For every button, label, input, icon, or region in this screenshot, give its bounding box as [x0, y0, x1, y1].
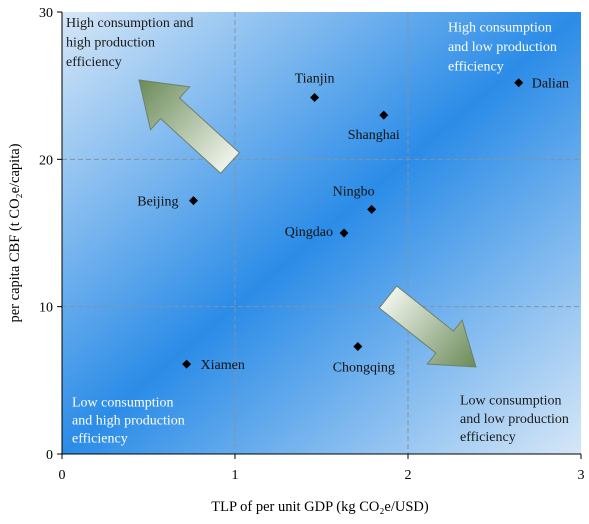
point-label-qingdao: Qingdao — [285, 225, 333, 240]
annotation-line: efficiency — [66, 55, 122, 70]
axes — [61, 12, 581, 455]
annotation-line: efficiency — [448, 60, 504, 75]
data-point-xiamen — [182, 359, 192, 369]
data-point-beijing — [188, 196, 198, 206]
direction-arrows — [138, 79, 477, 368]
x-tick-label: 0 — [59, 468, 66, 483]
point-label-xiamen: Xiamen — [201, 358, 245, 373]
x-tick-label: 1 — [232, 468, 239, 483]
y-tick-label: 20 — [39, 153, 53, 168]
y-tick-label: 10 — [39, 301, 53, 316]
data-point-shanghai — [379, 110, 389, 120]
point-label-shanghai: Shanghai — [348, 128, 400, 143]
y-axis-label: per capita CBF (t CO₂e/capita) — [7, 143, 23, 322]
x-tick-label: 2 — [405, 468, 412, 483]
data-point-ningbo — [367, 204, 377, 214]
data-point-dalian — [514, 78, 524, 88]
x-axis-label: TLP of per unit GDP (kg CO₂e/USD) — [211, 499, 429, 515]
point-labels: Tianjin Shanghai Dalian Beijing Ningbo Qingda… — [137, 71, 569, 375]
quadrant-annotations: High consumption and high production effic… — [66, 16, 569, 447]
annotation-line: efficiency — [72, 432, 128, 447]
annotation-top-right: High consumption and low production effici… — [448, 21, 557, 75]
data-points — [182, 78, 524, 369]
annotation-line: Low consumption — [460, 394, 562, 409]
annotation-line: High consumption — [448, 21, 552, 36]
annotation-line: efficiency — [460, 430, 516, 445]
gridlines — [62, 12, 581, 454]
annotation-top-left: High consumption and high production effic… — [66, 16, 194, 70]
annotation-line: High consumption and — [66, 16, 194, 31]
point-label-dalian: Dalian — [532, 77, 569, 92]
point-label-ningbo: Ningbo — [333, 184, 375, 199]
annotation-line: high production — [66, 36, 155, 51]
data-point-qingdao — [339, 228, 349, 238]
x-tick-label: 3 — [578, 468, 585, 483]
annotation-line: and low production — [460, 412, 569, 427]
point-label-chongqing: Chongqing — [333, 360, 395, 375]
annotation-line: Low consumption — [72, 396, 174, 411]
annotation-line: and high production — [72, 414, 185, 429]
data-point-chongqing — [353, 341, 363, 351]
data-point-tianjin — [310, 92, 320, 102]
annotation-bottom-right: Low consumption and low production efficie… — [460, 394, 569, 446]
arrow-up-left — [138, 79, 241, 175]
point-label-beijing: Beijing — [137, 195, 178, 210]
annotation-bottom-left: Low consumption and high production effici… — [72, 396, 185, 447]
point-label-tianjin: Tianjin — [295, 71, 335, 86]
y-tick-label: 30 — [39, 6, 53, 21]
arrow-down-right — [378, 285, 477, 368]
annotation-line: and low production — [448, 40, 557, 55]
y-tick-label: 0 — [46, 448, 53, 463]
